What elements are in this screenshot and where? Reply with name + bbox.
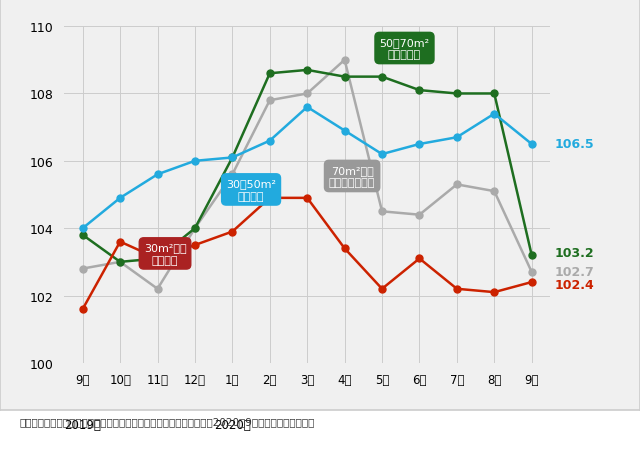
Text: 30～50m²
カップル: 30～50m² カップル [226, 179, 276, 201]
Text: 2019年: 2019年 [64, 419, 101, 432]
Text: 2020年: 2020年 [214, 419, 251, 432]
Text: 102.7: 102.7 [554, 266, 594, 279]
Text: 106.5: 106.5 [554, 138, 594, 151]
Text: 70m²以上
大型ファミリー: 70m²以上 大型ファミリー [329, 166, 375, 188]
Text: 30m²未満
シングル: 30m²未満 シングル [144, 243, 186, 265]
Text: 103.2: 103.2 [554, 246, 594, 259]
Text: 50～70m²
ファミリー: 50～70m² ファミリー [380, 38, 429, 60]
Text: 出典：全国主要都市の「賃貸マンション・アパート」募集家賃動向（2020年9月）アットホーム調べ: 出典：全国主要都市の「賃貸マンション・アパート」募集家賃動向（2020年9月）ア… [19, 417, 315, 427]
Text: 102.4: 102.4 [554, 279, 594, 292]
